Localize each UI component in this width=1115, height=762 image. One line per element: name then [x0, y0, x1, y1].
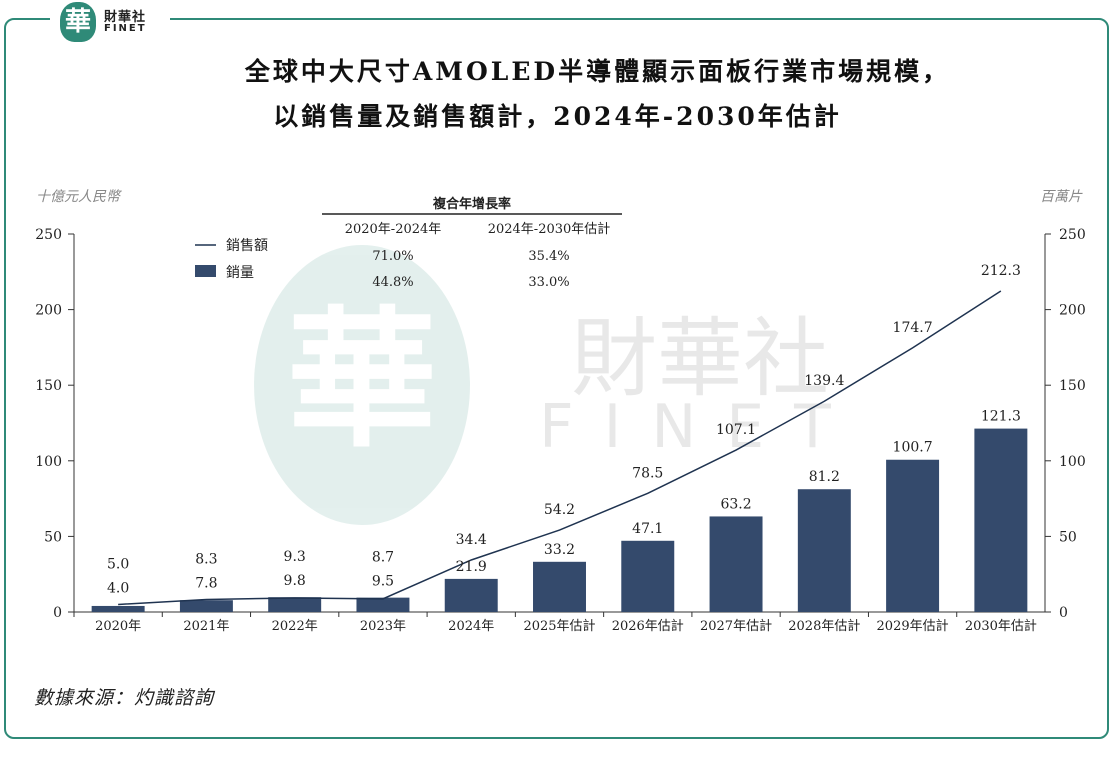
volume-bar	[709, 516, 763, 612]
volume-bar	[886, 459, 940, 612]
watermark-english: FINET	[539, 392, 861, 462]
cagr-period-1: 2020年-2024年	[345, 222, 442, 237]
cagr-period-2: 2024年-2030年估計	[488, 221, 611, 237]
x-tick-label: 2029年估計	[877, 618, 949, 634]
revenue-value-label: 54.2	[544, 502, 575, 518]
volume-value-label: 100.7	[893, 440, 933, 456]
cagr-volume-1: 44.8%	[372, 275, 413, 290]
chart-title-line1: 全球中大尺寸AMOLED半導體顯示面板行業市場規模，	[244, 57, 951, 86]
revenue-value-label: 5.0	[107, 556, 129, 572]
right-tick-label: 200	[1059, 303, 1086, 319]
revenue-value-label: 107.1	[716, 422, 756, 438]
legend-revenue-label: 銷售額	[226, 238, 268, 254]
volume-bar	[91, 605, 145, 612]
left-tick-label: 200	[35, 303, 62, 319]
revenue-value-label: 78.5	[632, 465, 663, 481]
cagr-revenue-1: 71.0%	[372, 249, 413, 264]
axes: 0 0 50 50 100 100 150 150 200 200 250 250 2020年 2021年…	[35, 227, 1085, 634]
revenue-value-label: 8.3	[195, 551, 217, 567]
volume-value-label: 63.2	[720, 496, 751, 512]
volume-bar	[533, 561, 586, 612]
x-tick-label: 2024年	[448, 619, 494, 634]
volume-bar	[268, 597, 322, 612]
left-tick-label: 150	[35, 378, 62, 394]
x-tick-label: 2023年	[360, 619, 406, 634]
volume-value-label: 21.9	[456, 559, 487, 575]
volume-bar	[621, 540, 675, 612]
chart-title-line2: 以銷售量及銷售額計，2024年-2030年估計	[273, 102, 842, 131]
revenue-value-label: 139.4	[804, 373, 844, 389]
revenue-value-label: 9.3	[284, 549, 306, 565]
revenue-value-label: 174.7	[893, 320, 933, 336]
revenue-value-label: 212.3	[981, 263, 1021, 279]
logo-english-text: FINET	[104, 23, 147, 34]
legend-bar-swatch	[195, 265, 216, 277]
data-labels: 4.0 5.0 7.8 8.3 9.8 9.3 9.5 8.7 21.9 34.4 33.2 54.2…	[107, 263, 1021, 596]
revenue-value-label: 8.7	[372, 550, 394, 566]
cagr-volume-2: 33.0%	[528, 275, 569, 290]
right-tick-label: 250	[1059, 227, 1086, 243]
volume-value-label: 9.8	[284, 573, 306, 589]
volume-value-label: 7.8	[195, 575, 217, 591]
watermark-chinese: 財華社	[571, 309, 829, 409]
right-tick-label: 150	[1059, 378, 1086, 394]
volume-value-label: 9.5	[372, 574, 394, 590]
right-tick-label: 100	[1059, 454, 1086, 470]
data-source: 數據來源：灼識諮詢	[34, 687, 215, 709]
left-tick-label: 250	[35, 227, 62, 243]
volume-bar	[974, 428, 1028, 612]
logo-chinese-text: 財華社	[104, 10, 147, 25]
right-tick-label: 0	[1059, 605, 1068, 621]
chart-frame	[4, 18, 1109, 739]
revenue-line-path	[118, 290, 1002, 606]
revenue-line	[118, 290, 1002, 606]
left-tick-label: 50	[44, 529, 62, 545]
watermark-seal-icon	[254, 245, 470, 525]
volume-bar	[356, 597, 410, 612]
finet-seal-icon: 華	[60, 2, 96, 42]
finet-logo: 華 財華社 FINET	[50, 2, 170, 42]
right-axis-unit: 百萬片	[1040, 189, 1082, 205]
x-tick-label: 2026年估計	[612, 618, 684, 634]
volume-value-label: 33.2	[544, 542, 575, 558]
x-tick-label: 2028年估計	[788, 618, 860, 634]
x-tick-label: 2025年估計	[523, 618, 595, 634]
volume-value-label: 81.2	[809, 469, 840, 485]
volume-bar	[444, 578, 498, 612]
legend: 銷售額 銷量	[195, 238, 268, 281]
cagr-table: 複合年增長率 2020年-2024年 2024年-2030年估計 71.0% 3…	[322, 196, 622, 290]
volume-bar	[797, 489, 851, 612]
x-tick-label: 2030年估計	[965, 618, 1037, 634]
right-tick-label: 50	[1059, 529, 1077, 545]
volume-value-label: 47.1	[632, 521, 663, 537]
x-tick-label: 2020年	[95, 619, 141, 634]
left-axis-unit: 十億元人民幣	[36, 189, 120, 205]
watermark-seal-char: 華	[287, 292, 437, 468]
watermark: 華 財華社 FINET	[254, 245, 861, 525]
volume-value-label: 121.3	[981, 409, 1021, 425]
volume-bars	[91, 428, 1028, 612]
left-tick-label: 100	[35, 454, 62, 470]
cagr-revenue-2: 35.4%	[528, 249, 569, 264]
x-tick-label: 2022年	[272, 619, 318, 634]
cagr-heading: 複合年增長率	[432, 196, 511, 212]
x-tick-label: 2027年估計	[700, 618, 772, 634]
volume-bar	[179, 600, 233, 612]
volume-value-label: 4.0	[107, 580, 129, 596]
left-tick-label: 0	[53, 605, 62, 621]
x-tick-label: 2021年	[183, 619, 229, 634]
revenue-value-label: 34.4	[456, 532, 487, 548]
legend-volume-label: 銷量	[226, 265, 254, 281]
